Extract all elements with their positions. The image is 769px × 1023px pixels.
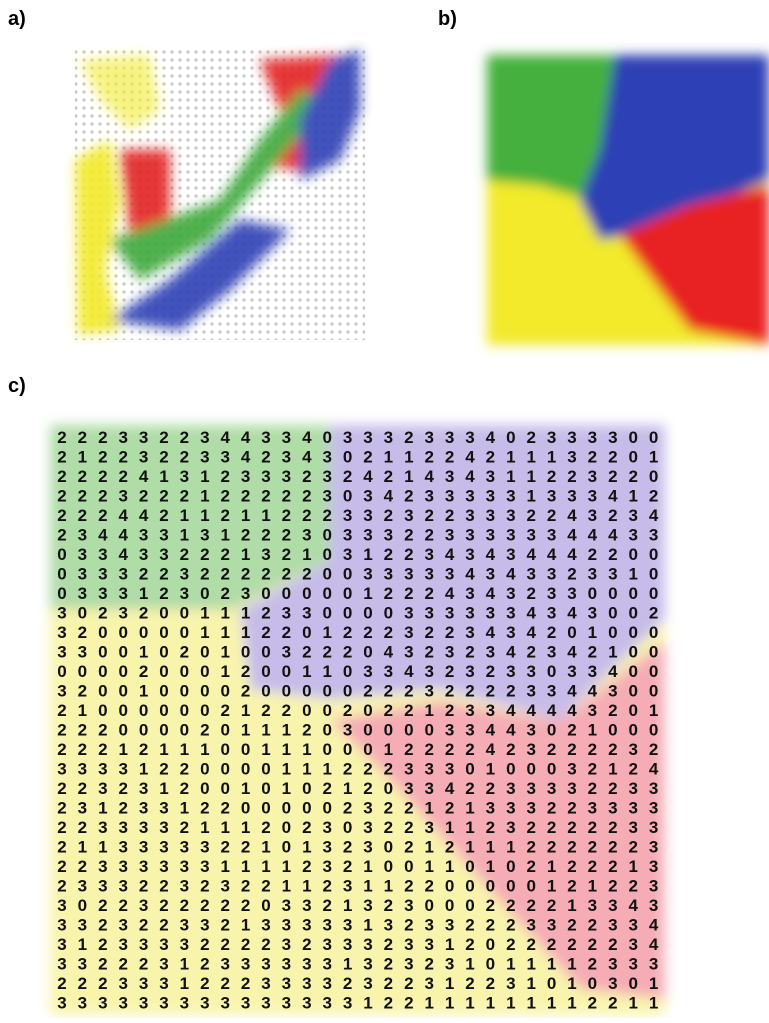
blue-region: [580, 55, 769, 240]
purple-region: [240, 425, 665, 720]
panel-label: b): [438, 8, 457, 30]
panel-b: [487, 55, 769, 345]
panel-label: c): [8, 375, 26, 397]
green-region: [110, 90, 330, 280]
red-region: [620, 185, 769, 345]
clusters: [75, 50, 360, 335]
yellow-region: [75, 140, 120, 335]
yellow-region: [80, 55, 160, 130]
red-region: [120, 150, 170, 240]
background-regions: [50, 425, 665, 1015]
panel-a: [75, 50, 365, 340]
panel-label: a): [8, 8, 26, 30]
blue-region: [300, 50, 360, 180]
panel-c: 2223322344334033323334023333002122322334…: [50, 425, 665, 1015]
red-region: [330, 640, 665, 1000]
clusters: [487, 55, 769, 345]
green-region: [487, 55, 625, 200]
blue-region: [110, 220, 290, 330]
green-region: [50, 425, 330, 610]
